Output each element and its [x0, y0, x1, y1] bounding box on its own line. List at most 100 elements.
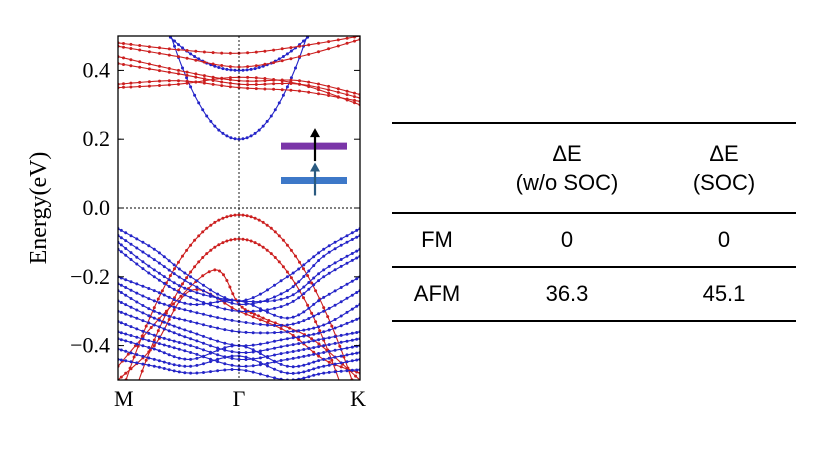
band-point [162, 343, 166, 347]
band-point [251, 343, 255, 347]
band-point [228, 78, 232, 82]
band-point [183, 301, 187, 305]
band-point [209, 288, 212, 292]
band-point [307, 347, 311, 350]
band-point [177, 341, 181, 344]
band-point [183, 335, 187, 339]
band-point [277, 101, 281, 105]
afm-no-soc-value: 36.3 [545, 281, 589, 306]
band-point [237, 237, 241, 241]
band-point [152, 306, 156, 310]
band-point [162, 320, 166, 324]
band-point [216, 296, 220, 300]
band-point [317, 325, 321, 329]
band-point [333, 318, 337, 321]
afm-soc-value: 45.1 [702, 281, 746, 306]
band-point [195, 311, 199, 315]
band-point [272, 48, 276, 52]
band-point [172, 331, 176, 335]
band-point [202, 74, 206, 78]
band-point [273, 295, 276, 299]
band-point [129, 297, 133, 300]
band-point [312, 373, 316, 377]
band-point [302, 328, 306, 332]
band-point [237, 354, 241, 358]
band-point [195, 352, 199, 356]
band-point [216, 348, 220, 352]
band-point [135, 308, 139, 312]
band-point [310, 281, 314, 285]
band-point [164, 309, 168, 313]
y-axis-ticks: 0.4 0.2 0.0 −0.2 −0.4 [70, 57, 360, 358]
band-point [279, 292, 283, 296]
band-point [312, 352, 316, 356]
band-point [273, 376, 276, 380]
band-point [350, 293, 354, 297]
band-point [144, 358, 148, 362]
band-point [167, 47, 171, 51]
band-point [141, 304, 145, 307]
band-point [140, 369, 144, 373]
band-point [201, 256, 205, 259]
band-point [119, 348, 123, 352]
row-label-fm: FM [421, 227, 453, 252]
band-point [209, 357, 212, 361]
band-point [141, 319, 145, 323]
band-point [167, 268, 171, 272]
band-point [173, 267, 176, 271]
band-point [345, 234, 349, 238]
band-point [167, 353, 171, 357]
band-point [138, 44, 142, 47]
band-point [297, 342, 301, 346]
band-point [266, 364, 269, 368]
band-point [339, 347, 343, 351]
band-point [310, 20, 313, 23]
band-point [211, 75, 215, 79]
band-point [244, 312, 248, 316]
band-point [251, 350, 255, 354]
band-point [245, 214, 249, 218]
band-point [167, 285, 171, 288]
band-point [195, 363, 199, 367]
band-point [202, 293, 205, 297]
band-point [152, 364, 156, 368]
band-point [158, 51, 161, 55]
band-point [189, 289, 193, 293]
band-point [205, 252, 209, 256]
band-point [307, 362, 311, 366]
band-point [137, 381, 140, 384]
band-point [345, 310, 349, 314]
band-point [237, 137, 241, 141]
band-point [211, 51, 215, 55]
band-point [231, 292, 235, 296]
band-point [317, 365, 321, 369]
band-point [223, 328, 227, 332]
band-point [213, 245, 217, 249]
band-point [237, 86, 241, 90]
table-header-row: ΔE (w/o SOC) ΔE (SOC) [392, 123, 796, 213]
band-point [279, 323, 283, 327]
band-point [229, 214, 233, 218]
band-point [119, 250, 123, 254]
band-point [167, 304, 171, 308]
band-point [241, 68, 245, 72]
band-point [317, 259, 321, 262]
band-point [327, 84, 331, 88]
band-point [272, 87, 276, 91]
band-point [333, 289, 337, 293]
band-point [345, 296, 349, 300]
band-point [122, 56, 125, 60]
band-point [141, 267, 145, 271]
band-point [230, 308, 234, 312]
band-point [141, 250, 145, 254]
band-point [322, 337, 326, 341]
band-point [322, 18, 325, 21]
band-point [273, 313, 276, 317]
band-point [266, 356, 269, 359]
band-point [307, 375, 311, 379]
band-point [291, 336, 295, 340]
band-point [285, 52, 289, 56]
band-point [298, 89, 301, 93]
band-point [327, 250, 331, 254]
band-point [157, 271, 161, 275]
